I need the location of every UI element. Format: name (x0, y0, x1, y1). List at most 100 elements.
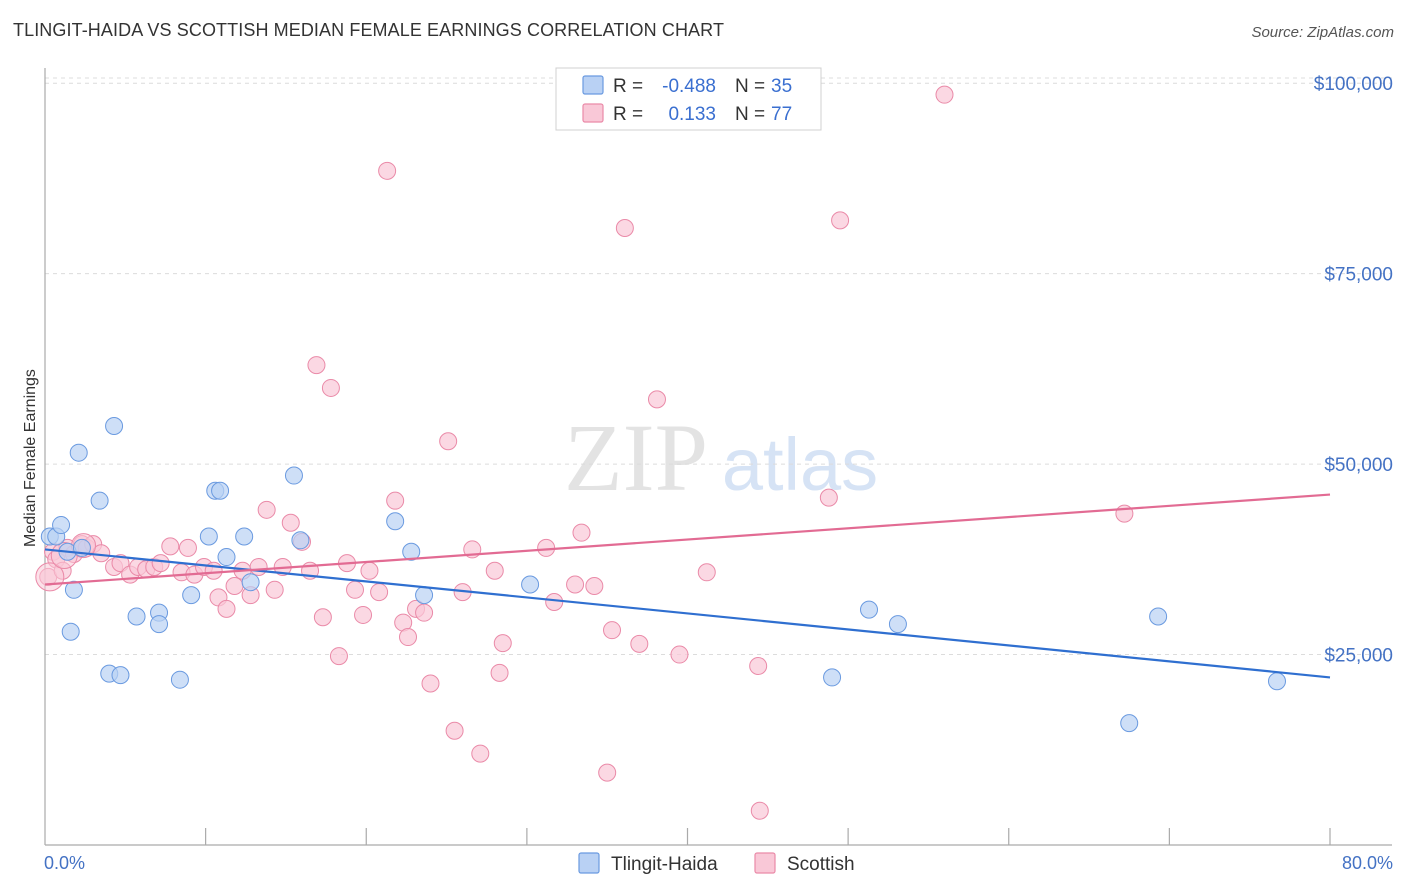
series-legend-tlingit-haida: Tlingit-Haida (611, 854, 718, 875)
scottish-point (281, 513, 300, 532)
series-legend-swatch-scottish (754, 852, 776, 874)
legend-r-value: -0.488 (662, 76, 716, 97)
legend-n-label: N = (735, 76, 765, 97)
tlingit-haida-point (150, 615, 169, 634)
scottish-point (445, 721, 464, 740)
scottish-point (545, 592, 564, 611)
scottish-point (307, 356, 326, 375)
legend-n-label: N = (735, 104, 765, 125)
tlingit-haida-point (64, 580, 83, 599)
legend-n-value: 77 (771, 104, 792, 125)
legend-swatch-tlingit-haida (582, 75, 604, 95)
scottish-point (471, 744, 490, 763)
y-tick-label: $75,000 (1324, 265, 1393, 286)
scottish-trend-line (44, 493, 1331, 586)
y-axis-label: Median Female Earnings (22, 369, 39, 547)
scottish-point (697, 563, 716, 582)
scottish-point (615, 218, 634, 237)
legend-r-label: R = (613, 76, 643, 97)
tlingit-haida-point (111, 666, 130, 685)
x-tick-label-max: 80.0% (1342, 853, 1393, 873)
legend-swatch-scottish (582, 103, 604, 123)
tlingit-haida-point (61, 622, 80, 641)
tlingit-haida-point (860, 600, 879, 619)
scottish-point (378, 161, 397, 180)
tlingit-haida-point (1120, 714, 1139, 733)
tlingit-haida-point (1149, 607, 1168, 626)
tlingit-haida-point (888, 615, 907, 634)
tlingit-haida-point (823, 668, 842, 687)
trend-lines (44, 493, 1331, 679)
tlingit-haida-point (241, 573, 260, 592)
series-legend-swatch-tlingit-haida (578, 852, 600, 874)
scottish-point (493, 634, 512, 653)
tlingit-haida-point (199, 527, 218, 546)
tlingit-haida-points (40, 417, 1286, 733)
scottish-point (354, 605, 373, 624)
tlingit-haida-point (235, 527, 254, 546)
scottish-point (566, 575, 585, 594)
tlingit-haida-point (182, 586, 201, 605)
series-legend-scottish: Scottish (787, 854, 855, 875)
tlingit-haida-point (105, 417, 124, 436)
y-tick-label: $50,000 (1324, 455, 1393, 476)
tlingit-haida-point (284, 466, 303, 485)
scottish-point (161, 537, 180, 556)
source-label: Source: ZipAtlas.com (1251, 24, 1394, 41)
scottish-point (225, 577, 244, 595)
scottish-point (750, 801, 769, 820)
scottish-point (399, 628, 418, 647)
scottish-point (485, 561, 504, 580)
tlingit-haida-point (1267, 672, 1286, 691)
legend-n-value: 35 (771, 76, 792, 97)
watermark: ZIP atlas (564, 404, 878, 511)
scottish-point (415, 603, 434, 622)
legend-r-value: 0.133 (668, 104, 716, 125)
scottish-point (749, 656, 768, 675)
tlingit-haida-point (69, 443, 88, 462)
scottish-point (819, 488, 838, 507)
tlingit-haida-point (217, 548, 236, 567)
scottish-point (217, 599, 236, 618)
scottish-point (572, 523, 591, 542)
tlingit-haida-point (127, 607, 146, 626)
scottish-point (630, 634, 649, 653)
x-tick-label-min: 0.0% (44, 853, 85, 873)
scottish-point (421, 674, 440, 693)
scottish-point (670, 645, 689, 664)
tlingit-haida-point (402, 542, 421, 561)
correlation-legend: R = -0.488 N = 35 R = 0.133 N = 77 (555, 67, 822, 131)
scottish-point (935, 85, 954, 104)
scottish-point (257, 500, 276, 519)
scottish-point (647, 390, 666, 409)
y-tick-labels: $25,000 $50,000 $75,000 $100,000 (1314, 74, 1393, 666)
tlingit-haida-point (291, 531, 310, 550)
scottish-point (598, 763, 617, 782)
x-axis-ticks (205, 828, 1331, 845)
y-tick-label: $25,000 (1324, 646, 1393, 667)
scottish-point (831, 211, 850, 230)
scottish-point (490, 663, 509, 682)
watermark-zip: ZIP (564, 404, 708, 511)
scottish-point (386, 491, 405, 510)
scottish-point (585, 577, 604, 595)
tlingit-haida-point (386, 512, 405, 531)
tlingit-haida-trend-line (44, 548, 1331, 679)
tlingit-haida-point (170, 670, 189, 689)
scottish-point (603, 621, 622, 640)
tlingit-haida-point (415, 586, 434, 605)
series-legend: Tlingit-Haida Scottish (578, 852, 855, 875)
scottish-point (178, 538, 197, 557)
chart-title: TLINGIT-HAIDA VS SCOTTISH MEDIAN FEMALE … (13, 20, 725, 40)
scottish-point (249, 557, 268, 576)
tlingit-haida-point (52, 516, 71, 535)
tlingit-haida-point (211, 481, 230, 500)
scottish-point (360, 561, 379, 580)
tlingit-haida-point (521, 575, 540, 594)
legend-r-label: R = (613, 104, 643, 125)
scottish-point (439, 432, 458, 451)
scottish-point (346, 580, 365, 599)
scottish-point (151, 554, 170, 573)
scottish-point (321, 378, 340, 397)
